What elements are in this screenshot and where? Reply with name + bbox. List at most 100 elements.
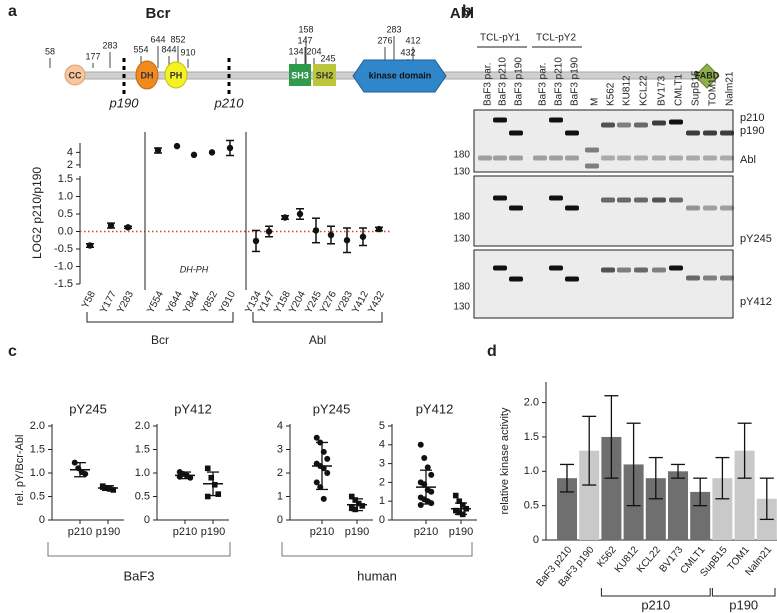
x-tick-label: Y554 — [145, 289, 166, 315]
blot-label: p190 — [740, 125, 764, 137]
x-tick-label: p210 — [173, 526, 197, 538]
y-tick-label: 3 — [277, 443, 283, 455]
lane-label: BaF3 par. — [483, 63, 494, 106]
sample-group-label: TCL-pY2 — [536, 33, 576, 44]
band — [509, 276, 523, 282]
y-tick-label: 0.5 — [524, 500, 539, 512]
lane-label: TOM1 — [708, 78, 719, 106]
y-tick-label: 0.5 — [30, 490, 45, 502]
band — [669, 155, 683, 161]
band — [703, 130, 717, 136]
band — [686, 130, 700, 136]
point — [208, 149, 216, 156]
band — [549, 265, 563, 271]
point — [320, 495, 327, 502]
point — [421, 454, 428, 461]
y-tick-label: 2.0 — [30, 420, 45, 432]
x-tick-label: Y852 — [199, 289, 220, 315]
x-tick-label: p190 — [449, 526, 473, 538]
protein-name: Abl — [450, 5, 474, 22]
point — [190, 151, 198, 159]
point — [296, 210, 304, 218]
x-tick-label: p210 — [310, 526, 334, 538]
y-tick-label: 1 — [277, 490, 283, 502]
annotation: DH-PH — [180, 264, 209, 274]
point — [348, 493, 355, 500]
point — [352, 506, 359, 513]
point — [265, 228, 273, 235]
x-tick-label: p210 — [414, 526, 438, 538]
point — [252, 237, 260, 245]
band — [585, 163, 599, 169]
band — [686, 155, 700, 161]
band — [549, 155, 563, 161]
group-bracket — [86, 312, 234, 323]
band — [686, 275, 700, 281]
panel-label: a — [8, 3, 17, 20]
lane-label: M — [590, 98, 601, 106]
band — [720, 205, 734, 211]
domain-label: SH3 — [291, 70, 309, 80]
group-bracket — [47, 542, 231, 557]
band — [509, 130, 523, 136]
point — [456, 509, 463, 516]
panel-label: c — [8, 343, 17, 360]
band — [493, 265, 507, 271]
marker-label: 130 — [453, 167, 470, 178]
residue-label: 283 — [102, 40, 117, 50]
band — [634, 197, 648, 203]
lane-label: BaF3 p210 — [498, 57, 509, 106]
band — [720, 275, 734, 281]
point — [281, 214, 289, 221]
domain-label: SH2 — [316, 70, 334, 80]
group-bracket — [711, 588, 776, 597]
point — [459, 502, 466, 508]
x-tick-label: Y58 — [80, 289, 98, 310]
y-tick-label: 4 — [277, 420, 283, 432]
domain-label: FABD — [695, 70, 720, 80]
domain-label: kinase domain — [369, 70, 432, 80]
band — [533, 155, 547, 161]
bar — [557, 478, 577, 540]
x-tick-label: p190 — [201, 526, 225, 538]
y-tick-label: 1.5 — [58, 173, 73, 185]
bar — [712, 478, 733, 540]
lane-label: K562 — [606, 82, 617, 106]
point — [343, 237, 351, 244]
lane-label: CMLT1 — [674, 74, 685, 106]
y-tick-label: 0 — [379, 514, 385, 526]
y-tick-label: 2.0 — [135, 420, 150, 432]
band — [703, 205, 717, 211]
group-bracket — [281, 542, 473, 557]
y-tick-label: 1 — [379, 495, 385, 507]
lane-label: BaF3 p210 — [554, 57, 565, 106]
residue-label: 644 — [150, 34, 165, 44]
y-tick-label: 1.5 — [524, 431, 539, 443]
band — [703, 275, 717, 281]
point — [215, 491, 222, 497]
panel-label: b — [462, 3, 472, 20]
point — [348, 505, 355, 512]
bar — [601, 436, 622, 540]
residue-label: 158 — [298, 24, 313, 34]
breakpoint-label: p210 — [214, 95, 245, 110]
domain-fabd — [694, 63, 720, 89]
plot-title: pY245 — [313, 401, 351, 416]
band — [601, 122, 615, 128]
band — [493, 195, 507, 201]
residue-label: 58 — [45, 46, 55, 56]
residue-label: 147 — [297, 35, 312, 45]
band — [509, 155, 523, 161]
group-bracket — [600, 588, 711, 597]
band — [617, 267, 631, 273]
y2-tick-label: 2 — [67, 159, 73, 171]
band — [703, 155, 717, 161]
band — [652, 197, 666, 203]
residue-label: 412 — [405, 35, 420, 45]
x-tick-label: Y844 — [181, 289, 202, 315]
lane-label: Nalm21 — [725, 71, 736, 106]
point — [359, 503, 366, 509]
point — [452, 492, 459, 499]
band — [509, 205, 523, 211]
bar — [645, 478, 666, 540]
